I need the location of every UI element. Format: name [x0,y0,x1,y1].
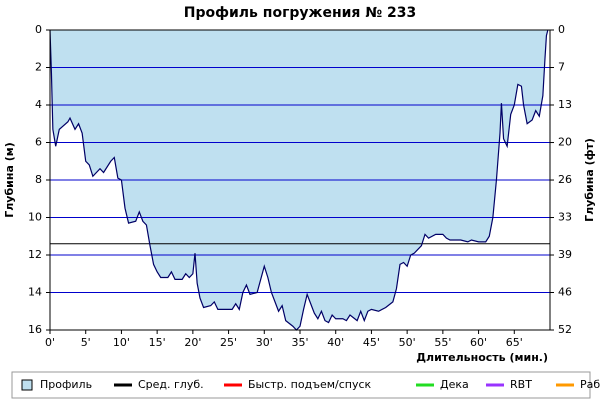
chart-title: Профиль погружения № 233 [184,5,417,21]
y2-tick-label: 13 [558,98,572,111]
legend-label: Раб. [580,378,600,391]
x-tick-label: 10' [113,336,130,349]
plot-frame [49,29,551,331]
x-tick-label: 50' [399,336,416,349]
y2-tick-label: 26 [558,173,572,186]
x-tick-label: 25' [220,336,237,349]
x-tick-label: 45' [363,336,380,349]
y2-tick-label: 33 [558,211,572,224]
y-tick-label: 14 [28,286,42,299]
x-tick-label: 65' [506,336,523,349]
x-tick-label: 20' [184,336,201,349]
y-tick-label: 8 [35,173,42,186]
y2-tick-label: 52 [558,323,572,336]
y2-tick-label: 46 [558,286,572,299]
legend-label: Дека [440,378,469,391]
y-tick-label: 16 [28,323,42,336]
y-tick-label: 12 [28,248,42,261]
x-tick-label: 40' [327,336,344,349]
y-tick-label: 4 [35,98,42,111]
x-tick-label: 15' [149,336,166,349]
y2-tick-label: 7 [558,60,565,73]
y-tick-label: 0 [35,23,42,36]
y-tick-label: 2 [35,61,42,74]
legend-label: Профиль [40,378,92,391]
profile-line [49,29,549,331]
legend-label: Сред. глуб. [138,378,204,391]
y2-tick-label: 20 [558,136,572,149]
x-tick-label: 5' [81,336,91,349]
legend-swatch [21,379,33,391]
legend-label: RBT [510,378,532,391]
x-tick-label: 55' [434,336,451,349]
y-tick-label: 6 [35,136,42,149]
x-tick-label: 60' [470,336,487,349]
x-tick-label: 30' [256,336,273,349]
legend-label: Быстр. подъем/спуск [248,378,372,391]
y2-tick-label: 39 [558,248,572,261]
y2-axis-label: Глубина (фт) [583,138,596,222]
y2-tick-label: 0 [558,23,565,36]
y-tick-label: 10 [28,211,42,224]
x-tick-label: 0' [45,336,55,349]
x-tick-label: 35' [291,336,308,349]
x-axis-label: Длительность (мин.) [416,351,548,364]
y-axis-label: Глубина (м) [3,142,16,218]
